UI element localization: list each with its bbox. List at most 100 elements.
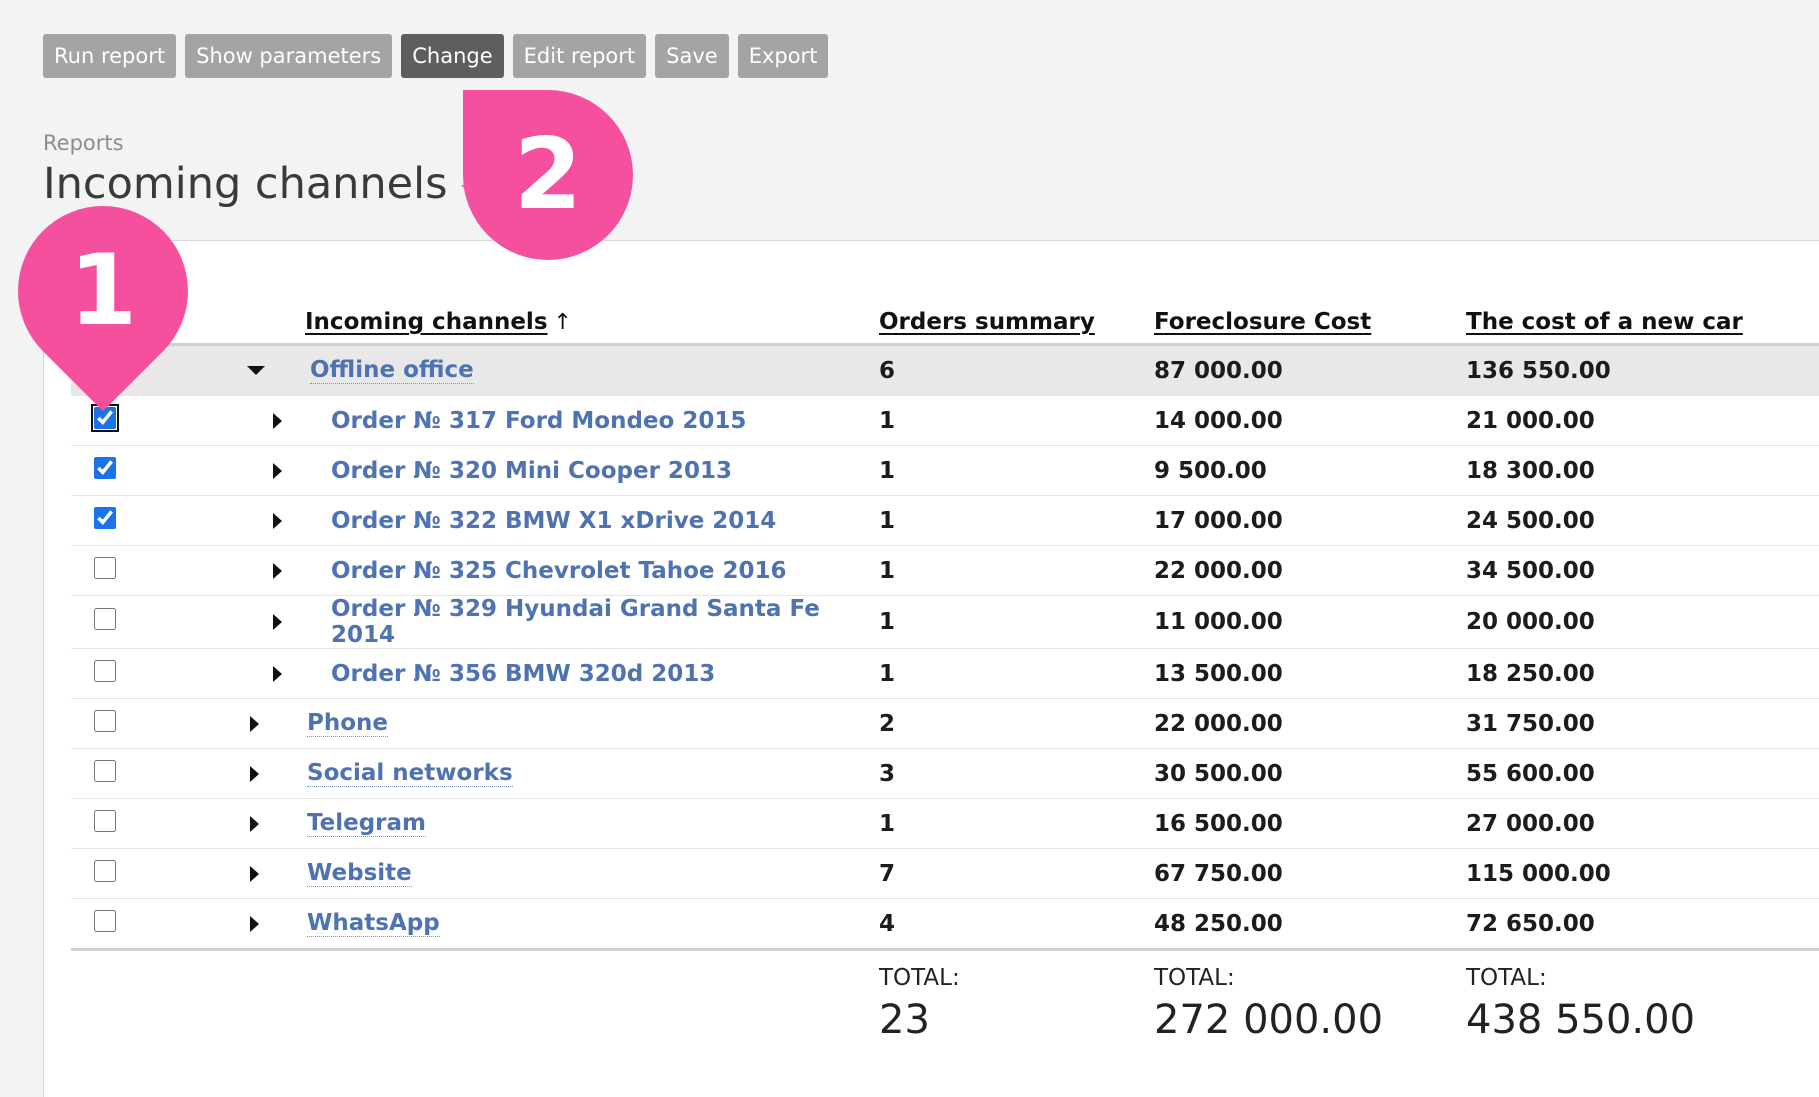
- channel-cell: Telegram: [139, 798, 879, 849]
- expand-triangle-icon[interactable]: [273, 665, 282, 682]
- channel-name-wrap: Social networks: [139, 760, 879, 787]
- new-car-cost-cell: 21 000.00: [1466, 395, 1819, 446]
- table-body: Offline office 6 87 000.00 136 550.00 Order …: [71, 344, 1819, 951]
- order-row: Order № 356 BMW 320d 2013 1 13 500.00 18 25…: [71, 648, 1819, 699]
- checkbox-cell: [71, 495, 139, 546]
- channel-cell: Order № 320 Mini Cooper 2013: [139, 445, 879, 496]
- checkbox-cell: [71, 798, 139, 849]
- group-row: WhatsApp 4 48 250.00 72 650.00: [71, 898, 1819, 951]
- column-header-label[interactable]: The cost of a new car: [1466, 309, 1743, 335]
- toolbar: Run report Show parameters Change Edit r…: [43, 34, 829, 78]
- channel-name-wrap: Order № 322 BMW X1 xDrive 2014: [139, 508, 879, 534]
- orders-summary-cell: 1: [879, 445, 1154, 496]
- collapse-triangle-icon[interactable]: [247, 366, 265, 375]
- order-link[interactable]: Order № 322 BMW X1 xDrive 2014: [331, 507, 777, 534]
- edit-report-button[interactable]: Edit report: [512, 34, 647, 78]
- column-header-label[interactable]: Orders summary: [879, 309, 1095, 335]
- orders-summary-cell: 7: [879, 848, 1154, 899]
- column-header-orders-summary[interactable]: Orders summary: [879, 301, 1154, 346]
- total-orders-value: 23: [879, 997, 930, 1043]
- expand-triangle-icon[interactable]: [273, 614, 282, 630]
- channel-link[interactable]: WhatsApp: [307, 910, 440, 937]
- expand-triangle-icon[interactable]: [273, 562, 282, 579]
- expand-triangle-icon[interactable]: [250, 765, 259, 782]
- new-car-cost-cell: 20 000.00: [1466, 595, 1819, 649]
- row-checkbox[interactable]: [94, 809, 116, 832]
- row-checkbox[interactable]: [94, 759, 116, 782]
- orders-summary-cell: 1: [879, 595, 1154, 649]
- foreclosure-cost-cell: 22 000.00: [1154, 545, 1466, 596]
- order-link[interactable]: Order № 325 Chevrolet Tahoe 2016: [331, 557, 787, 584]
- expand-triangle-icon[interactable]: [273, 512, 282, 529]
- change-button[interactable]: Change: [401, 34, 504, 78]
- channel-link[interactable]: Phone: [307, 710, 389, 737]
- order-link[interactable]: Order № 356 BMW 320d 2013: [331, 660, 716, 687]
- orders-summary-cell: 1: [879, 798, 1154, 849]
- run-report-button[interactable]: Run report: [43, 34, 177, 78]
- export-button[interactable]: Export: [737, 34, 829, 78]
- row-checkbox[interactable]: [94, 709, 116, 732]
- column-header-new-car-cost[interactable]: The cost of a new car: [1466, 301, 1819, 346]
- checkbox-cell: [71, 748, 139, 799]
- channel-name-wrap: Order № 356 BMW 320d 2013: [139, 661, 879, 687]
- expand-triangle-icon[interactable]: [250, 815, 259, 832]
- channel-link[interactable]: Website: [307, 860, 412, 887]
- checkbox-cell: [71, 848, 139, 899]
- column-header-incoming-channels[interactable]: Incoming channels ↑: [139, 301, 879, 346]
- show-parameters-button[interactable]: Show parameters: [185, 34, 393, 78]
- channel-name-wrap: Phone: [139, 710, 879, 737]
- channel-name-wrap: Order № 317 Ford Mondeo 2015: [139, 408, 879, 434]
- row-checkbox[interactable]: [94, 506, 116, 529]
- breadcrumb[interactable]: Reports: [43, 131, 124, 155]
- row-checkbox[interactable]: [94, 556, 116, 579]
- column-header-label[interactable]: Foreclosure Cost: [1154, 309, 1372, 335]
- row-checkbox[interactable]: [94, 456, 116, 479]
- foreclosure-cost-cell: 22 000.00: [1154, 698, 1466, 749]
- orders-summary-cell: 4: [879, 898, 1154, 951]
- row-checkbox[interactable]: [91, 403, 119, 432]
- row-checkbox[interactable]: [94, 608, 116, 630]
- orders-summary-cell: 3: [879, 748, 1154, 799]
- order-link[interactable]: Order № 317 Ford Mondeo 2015: [331, 407, 747, 434]
- foreclosure-cost-cell: 30 500.00: [1154, 748, 1466, 799]
- row-checkbox[interactable]: [94, 659, 116, 682]
- order-row: Order № 317 Ford Mondeo 2015 1 14 000.00 21…: [71, 395, 1819, 446]
- order-row: Order № 320 Mini Cooper 2013 1 9 500.00 18 …: [71, 445, 1819, 496]
- row-checkbox[interactable]: [94, 909, 116, 932]
- channel-name-wrap: Order № 325 Chevrolet Tahoe 2016: [139, 558, 879, 584]
- total-newcar: TOTAL: 438 550.00: [1466, 950, 1819, 1043]
- expand-triangle-icon[interactable]: [250, 915, 259, 932]
- sort-ascending-icon[interactable]: ↑: [553, 310, 572, 335]
- channel-link[interactable]: Social networks: [307, 760, 513, 787]
- channel-link[interactable]: Offline office: [310, 357, 474, 384]
- group-row: Telegram 1 16 500.00 27 000.00: [71, 798, 1819, 849]
- channel-name-wrap: WhatsApp: [139, 910, 879, 937]
- order-link[interactable]: Order № 320 Mini Cooper 2013: [331, 457, 732, 484]
- report-table: Incoming channels ↑ Orders summary Forecl…: [71, 301, 1819, 1043]
- save-button[interactable]: Save: [655, 34, 729, 78]
- column-header-foreclosure-cost[interactable]: Foreclosure Cost: [1154, 301, 1466, 346]
- checkbox-cell: [71, 395, 139, 446]
- callout-number: 1: [68, 234, 138, 349]
- expand-triangle-icon[interactable]: [250, 865, 259, 882]
- channel-name-wrap: Telegram: [139, 810, 879, 837]
- channel-name-wrap: Offline office: [139, 357, 879, 384]
- foreclosure-cost-cell: 16 500.00: [1154, 798, 1466, 849]
- column-header-label[interactable]: Incoming channels: [305, 309, 548, 335]
- orders-summary-cell: 1: [879, 648, 1154, 699]
- channel-link[interactable]: Telegram: [307, 810, 427, 837]
- totals-body: TOTAL: 23 TOTAL: 272 000.00 TOTAL: 438 5…: [71, 950, 1819, 1043]
- order-link[interactable]: Order № 329 Hyundai Grand Santa Fe 2014: [331, 596, 820, 648]
- channel-name-wrap: Website: [139, 860, 879, 887]
- foreclosure-cost-cell: 13 500.00: [1154, 648, 1466, 699]
- new-car-cost-cell: 18 250.00: [1466, 648, 1819, 699]
- expand-triangle-icon[interactable]: [273, 462, 282, 479]
- expand-triangle-icon[interactable]: [273, 412, 282, 429]
- expand-triangle-icon[interactable]: [250, 715, 259, 732]
- channel-cell: Order № 322 BMW X1 xDrive 2014: [139, 495, 879, 546]
- callout-marker-2: 2: [463, 90, 633, 260]
- row-checkbox[interactable]: [94, 859, 116, 882]
- foreclosure-cost-cell: 17 000.00: [1154, 495, 1466, 546]
- order-row: Order № 322 BMW X1 xDrive 2014 1 17 000.00…: [71, 495, 1819, 546]
- checkbox-cell: [71, 545, 139, 596]
